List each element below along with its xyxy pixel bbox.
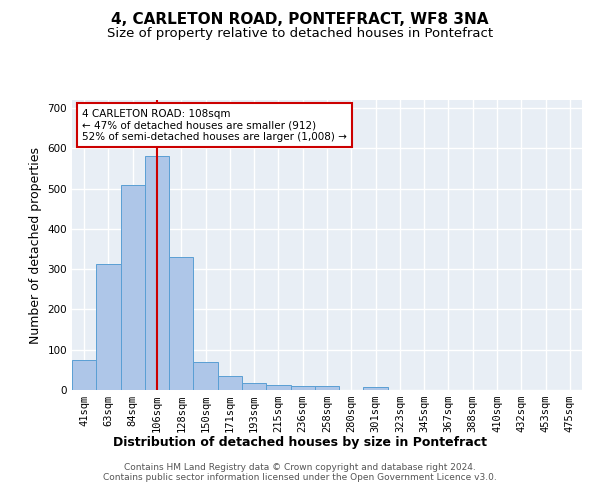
Bar: [96, 264, 121, 390]
Text: Contains public sector information licensed under the Open Government Licence v3: Contains public sector information licen…: [103, 474, 497, 482]
Bar: [72, 360, 96, 390]
Bar: [242, 383, 266, 390]
Bar: [218, 376, 242, 390]
Bar: [169, 257, 193, 390]
Text: 4 CARLETON ROAD: 108sqm
← 47% of detached houses are smaller (912)
52% of semi-d: 4 CARLETON ROAD: 108sqm ← 47% of detache…: [82, 108, 347, 142]
Bar: [364, 387, 388, 390]
Text: Contains HM Land Registry data © Crown copyright and database right 2024.: Contains HM Land Registry data © Crown c…: [124, 464, 476, 472]
Bar: [121, 186, 145, 390]
Bar: [145, 156, 169, 390]
Y-axis label: Number of detached properties: Number of detached properties: [29, 146, 42, 344]
Text: Distribution of detached houses by size in Pontefract: Distribution of detached houses by size …: [113, 436, 487, 449]
Bar: [266, 385, 290, 390]
Bar: [290, 386, 315, 390]
Text: Size of property relative to detached houses in Pontefract: Size of property relative to detached ho…: [107, 28, 493, 40]
Bar: [193, 362, 218, 390]
Bar: [315, 386, 339, 390]
Text: 4, CARLETON ROAD, PONTEFRACT, WF8 3NA: 4, CARLETON ROAD, PONTEFRACT, WF8 3NA: [111, 12, 489, 28]
